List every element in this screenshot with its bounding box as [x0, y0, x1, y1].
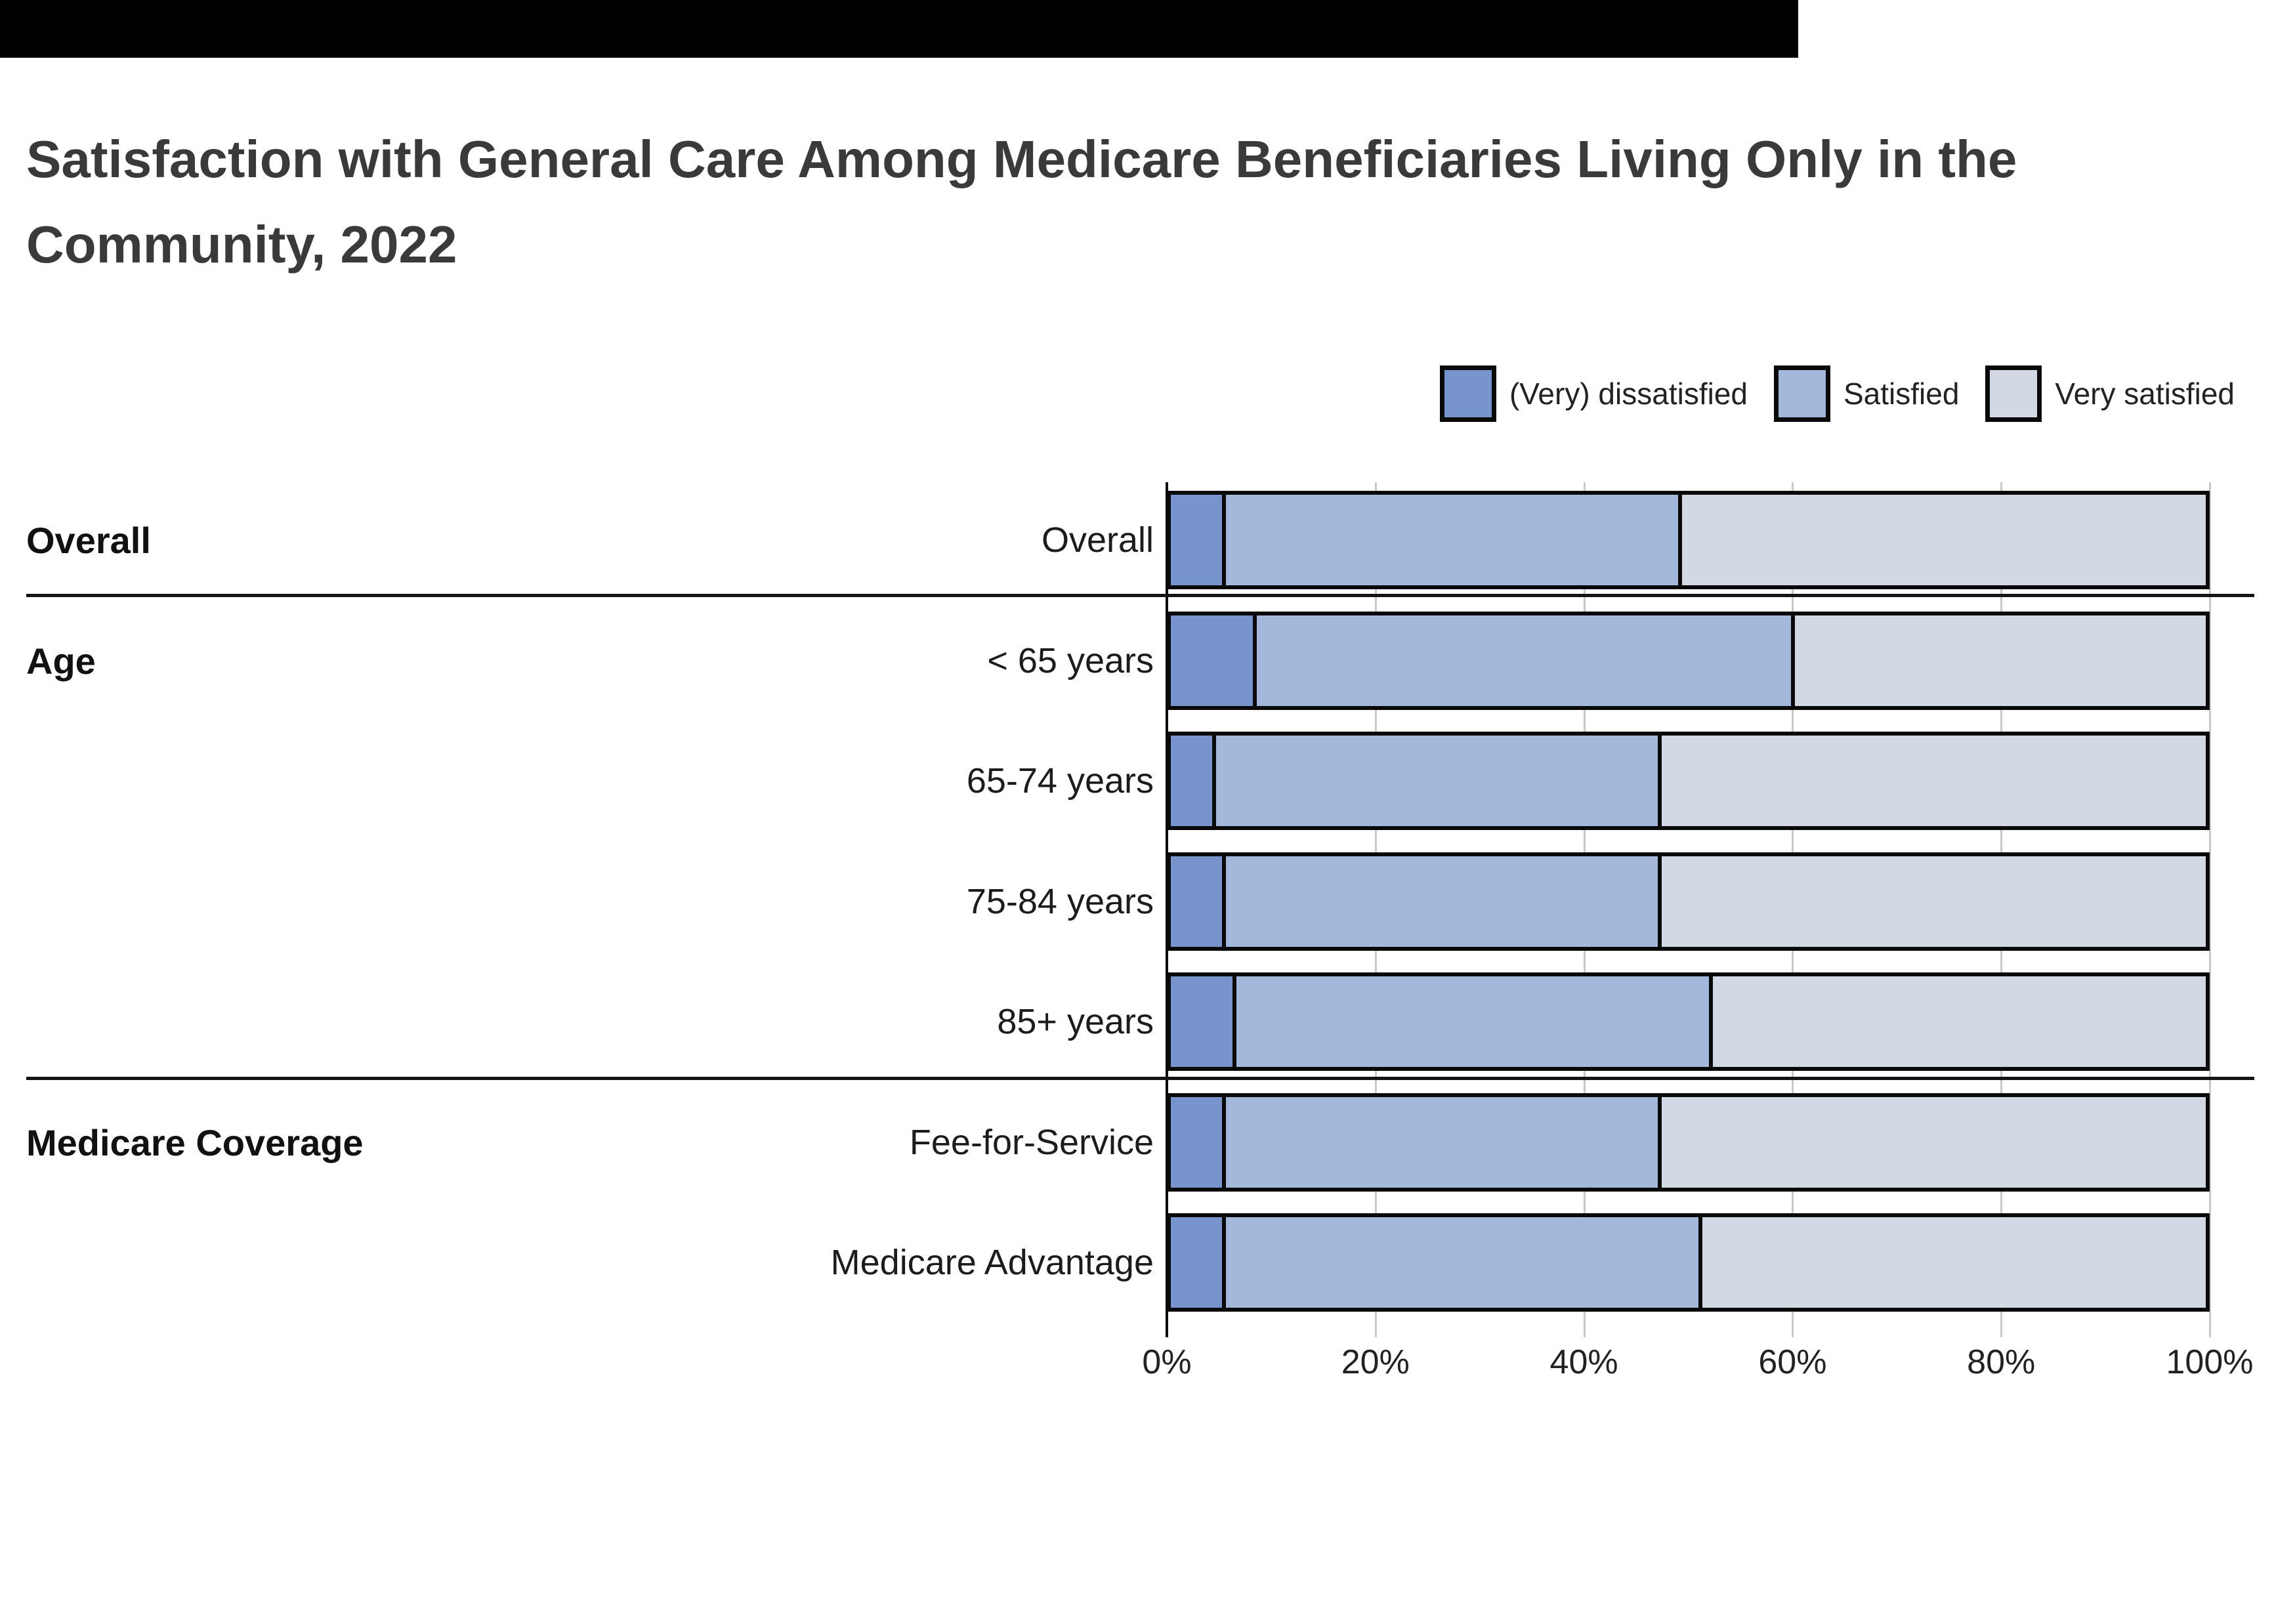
bar-segment-very-dissatisfied	[1171, 856, 1223, 947]
group-label: Overall	[26, 519, 151, 561]
bar-segment-satisfied	[1222, 1217, 1699, 1308]
bar-segment-satisfied	[1222, 1097, 1658, 1188]
bar-segment-very-satisfied	[1708, 976, 2206, 1067]
bar-segment-very-dissatisfied	[1171, 1097, 1223, 1188]
category-label: 75-84 years	[966, 882, 1154, 921]
legend-item-2: Satisfied	[1773, 365, 1960, 422]
bar-segment-very-satisfied	[1677, 495, 2206, 585]
bar-row	[1167, 1093, 2210, 1192]
gridline	[2209, 482, 2211, 1337]
bar-segment-very-dissatisfied	[1171, 976, 1232, 1067]
bar-segment-very-satisfied	[1657, 856, 2206, 947]
category-label: < 65 years	[987, 641, 1154, 680]
bar-segment-very-dissatisfied	[1171, 736, 1212, 826]
group-label: Medicare Coverage	[26, 1121, 364, 1163]
bar-segment-very-dissatisfied	[1171, 615, 1253, 706]
legend-label: Very satisfied	[2055, 377, 2235, 411]
bar-row	[1167, 1213, 2210, 1312]
category-label: Overall	[1041, 520, 1154, 560]
bar-row	[1167, 732, 2210, 830]
legend-swatch-icon	[1985, 365, 2042, 422]
bar-segment-satisfied	[1232, 976, 1709, 1067]
x-tick-label: 40%	[1549, 1343, 1618, 1381]
bar-segment-satisfied	[1253, 615, 1791, 706]
bar-segment-very-dissatisfied	[1171, 1217, 1223, 1308]
bar-segment-satisfied	[1211, 736, 1658, 826]
bar-segment-very-satisfied	[1791, 615, 2206, 706]
group-label: Age	[26, 640, 96, 682]
bar-segment-satisfied	[1222, 856, 1658, 947]
bar-segment-very-satisfied	[1698, 1217, 2206, 1308]
section-separator	[26, 1077, 2254, 1080]
legend-item-1: (Very) dissatisfied	[1439, 365, 1748, 422]
page-title: Satisfaction with General Care Among Med…	[26, 130, 2017, 274]
top-bar	[0, 0, 1798, 58]
x-tick-label: 60%	[1758, 1343, 1827, 1381]
bar-row	[1167, 491, 2210, 589]
bar-segment-very-satisfied	[1657, 736, 2206, 826]
category-label: 65-74 years	[966, 761, 1154, 801]
legend-swatch-icon	[1439, 365, 1496, 422]
legend-label: (Very) dissatisfied	[1509, 377, 1748, 411]
x-tick-label: 0%	[1142, 1343, 1192, 1381]
category-label: Fee-for-Service	[909, 1123, 1154, 1162]
bar-row	[1167, 612, 2210, 710]
legend-label: Satisfied	[1843, 377, 1960, 411]
bar-row	[1167, 972, 2210, 1071]
bar-row	[1167, 852, 2210, 951]
category-label: 85+ years	[997, 1002, 1154, 1041]
section-separator	[26, 594, 2254, 597]
bar-segment-satisfied	[1222, 495, 1678, 585]
x-tick-label: 20%	[1341, 1343, 1410, 1381]
legend-item-3: Very satisfied	[1985, 365, 2235, 422]
x-tick-label: 80%	[1967, 1343, 2036, 1381]
x-tick-label: 100%	[2166, 1343, 2254, 1381]
bar-segment-very-dissatisfied	[1171, 495, 1223, 585]
legend-swatch-icon	[1773, 365, 1830, 422]
category-label: Medicare Advantage	[830, 1243, 1154, 1282]
bar-segment-very-satisfied	[1657, 1097, 2206, 1188]
legend: (Very) dissatisfied Satisfied Very satisfi…	[1439, 362, 2235, 425]
